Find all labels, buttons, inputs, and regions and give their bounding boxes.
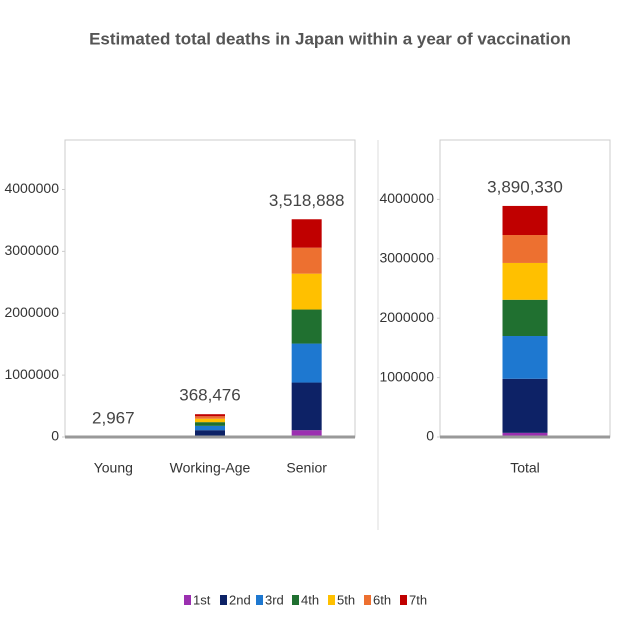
bar-segment [291, 430, 322, 437]
total-label: 2,967 [92, 408, 135, 427]
legend-swatch [220, 595, 227, 605]
total-label: 3,518,888 [269, 191, 345, 210]
bar-segment [195, 418, 225, 423]
bar-segment [502, 299, 548, 337]
bar-segment [291, 309, 322, 344]
x-tick-label: Senior [286, 460, 327, 476]
legend-label: 1st [193, 592, 211, 607]
y-tick-label: 4000000 [379, 190, 434, 206]
y-tick-label: 3000000 [4, 242, 59, 258]
y-tick-label: 3000000 [379, 250, 434, 266]
y-tick-label: 1000000 [4, 366, 59, 382]
bar-segment [502, 378, 548, 433]
legend-swatch [364, 595, 371, 605]
bar-segment [502, 336, 548, 379]
total-label: 368,476 [179, 386, 240, 405]
bar-segment [195, 416, 225, 419]
legend-label: 3rd [265, 592, 284, 607]
bar-segment [195, 414, 225, 417]
chart-title: Estimated total deaths in Japan within a… [89, 29, 571, 48]
legend-label: 5th [337, 592, 355, 607]
bar-segment [195, 422, 225, 426]
bar-segment [502, 262, 548, 300]
bar-segment [502, 205, 548, 236]
legend-label: 4th [301, 592, 319, 607]
y-tick-label: 1000000 [379, 368, 434, 384]
y-tick-label: 2000000 [379, 309, 434, 325]
x-tick-label: Young [94, 460, 133, 476]
legend-label: 2nd [229, 592, 251, 607]
bar-segment [291, 273, 322, 310]
bar-segment [291, 343, 322, 383]
y-tick-label: 4000000 [4, 180, 59, 196]
y-tick-label: 2000000 [4, 304, 59, 320]
y-tick-label: 0 [51, 428, 59, 444]
x-tick-label: Working-Age [170, 460, 251, 476]
legend-swatch [400, 595, 407, 605]
bar-segment [195, 430, 225, 436]
bar-segment [291, 382, 322, 431]
bar-segment [502, 432, 548, 437]
legend-swatch [256, 595, 263, 605]
bar-segment [502, 235, 548, 263]
bar-segment [291, 247, 322, 274]
legend-label: 6th [373, 592, 391, 607]
bar-segment [195, 425, 225, 431]
legend-swatch [292, 595, 299, 605]
legend-swatch [328, 595, 335, 605]
total-label: 3,890,330 [487, 177, 563, 196]
x-tick-label: Total [510, 460, 540, 476]
legend-swatch [184, 595, 191, 605]
legend-label: 7th [409, 592, 427, 607]
y-tick-label: 0 [426, 428, 434, 444]
bar-segment [291, 219, 322, 248]
